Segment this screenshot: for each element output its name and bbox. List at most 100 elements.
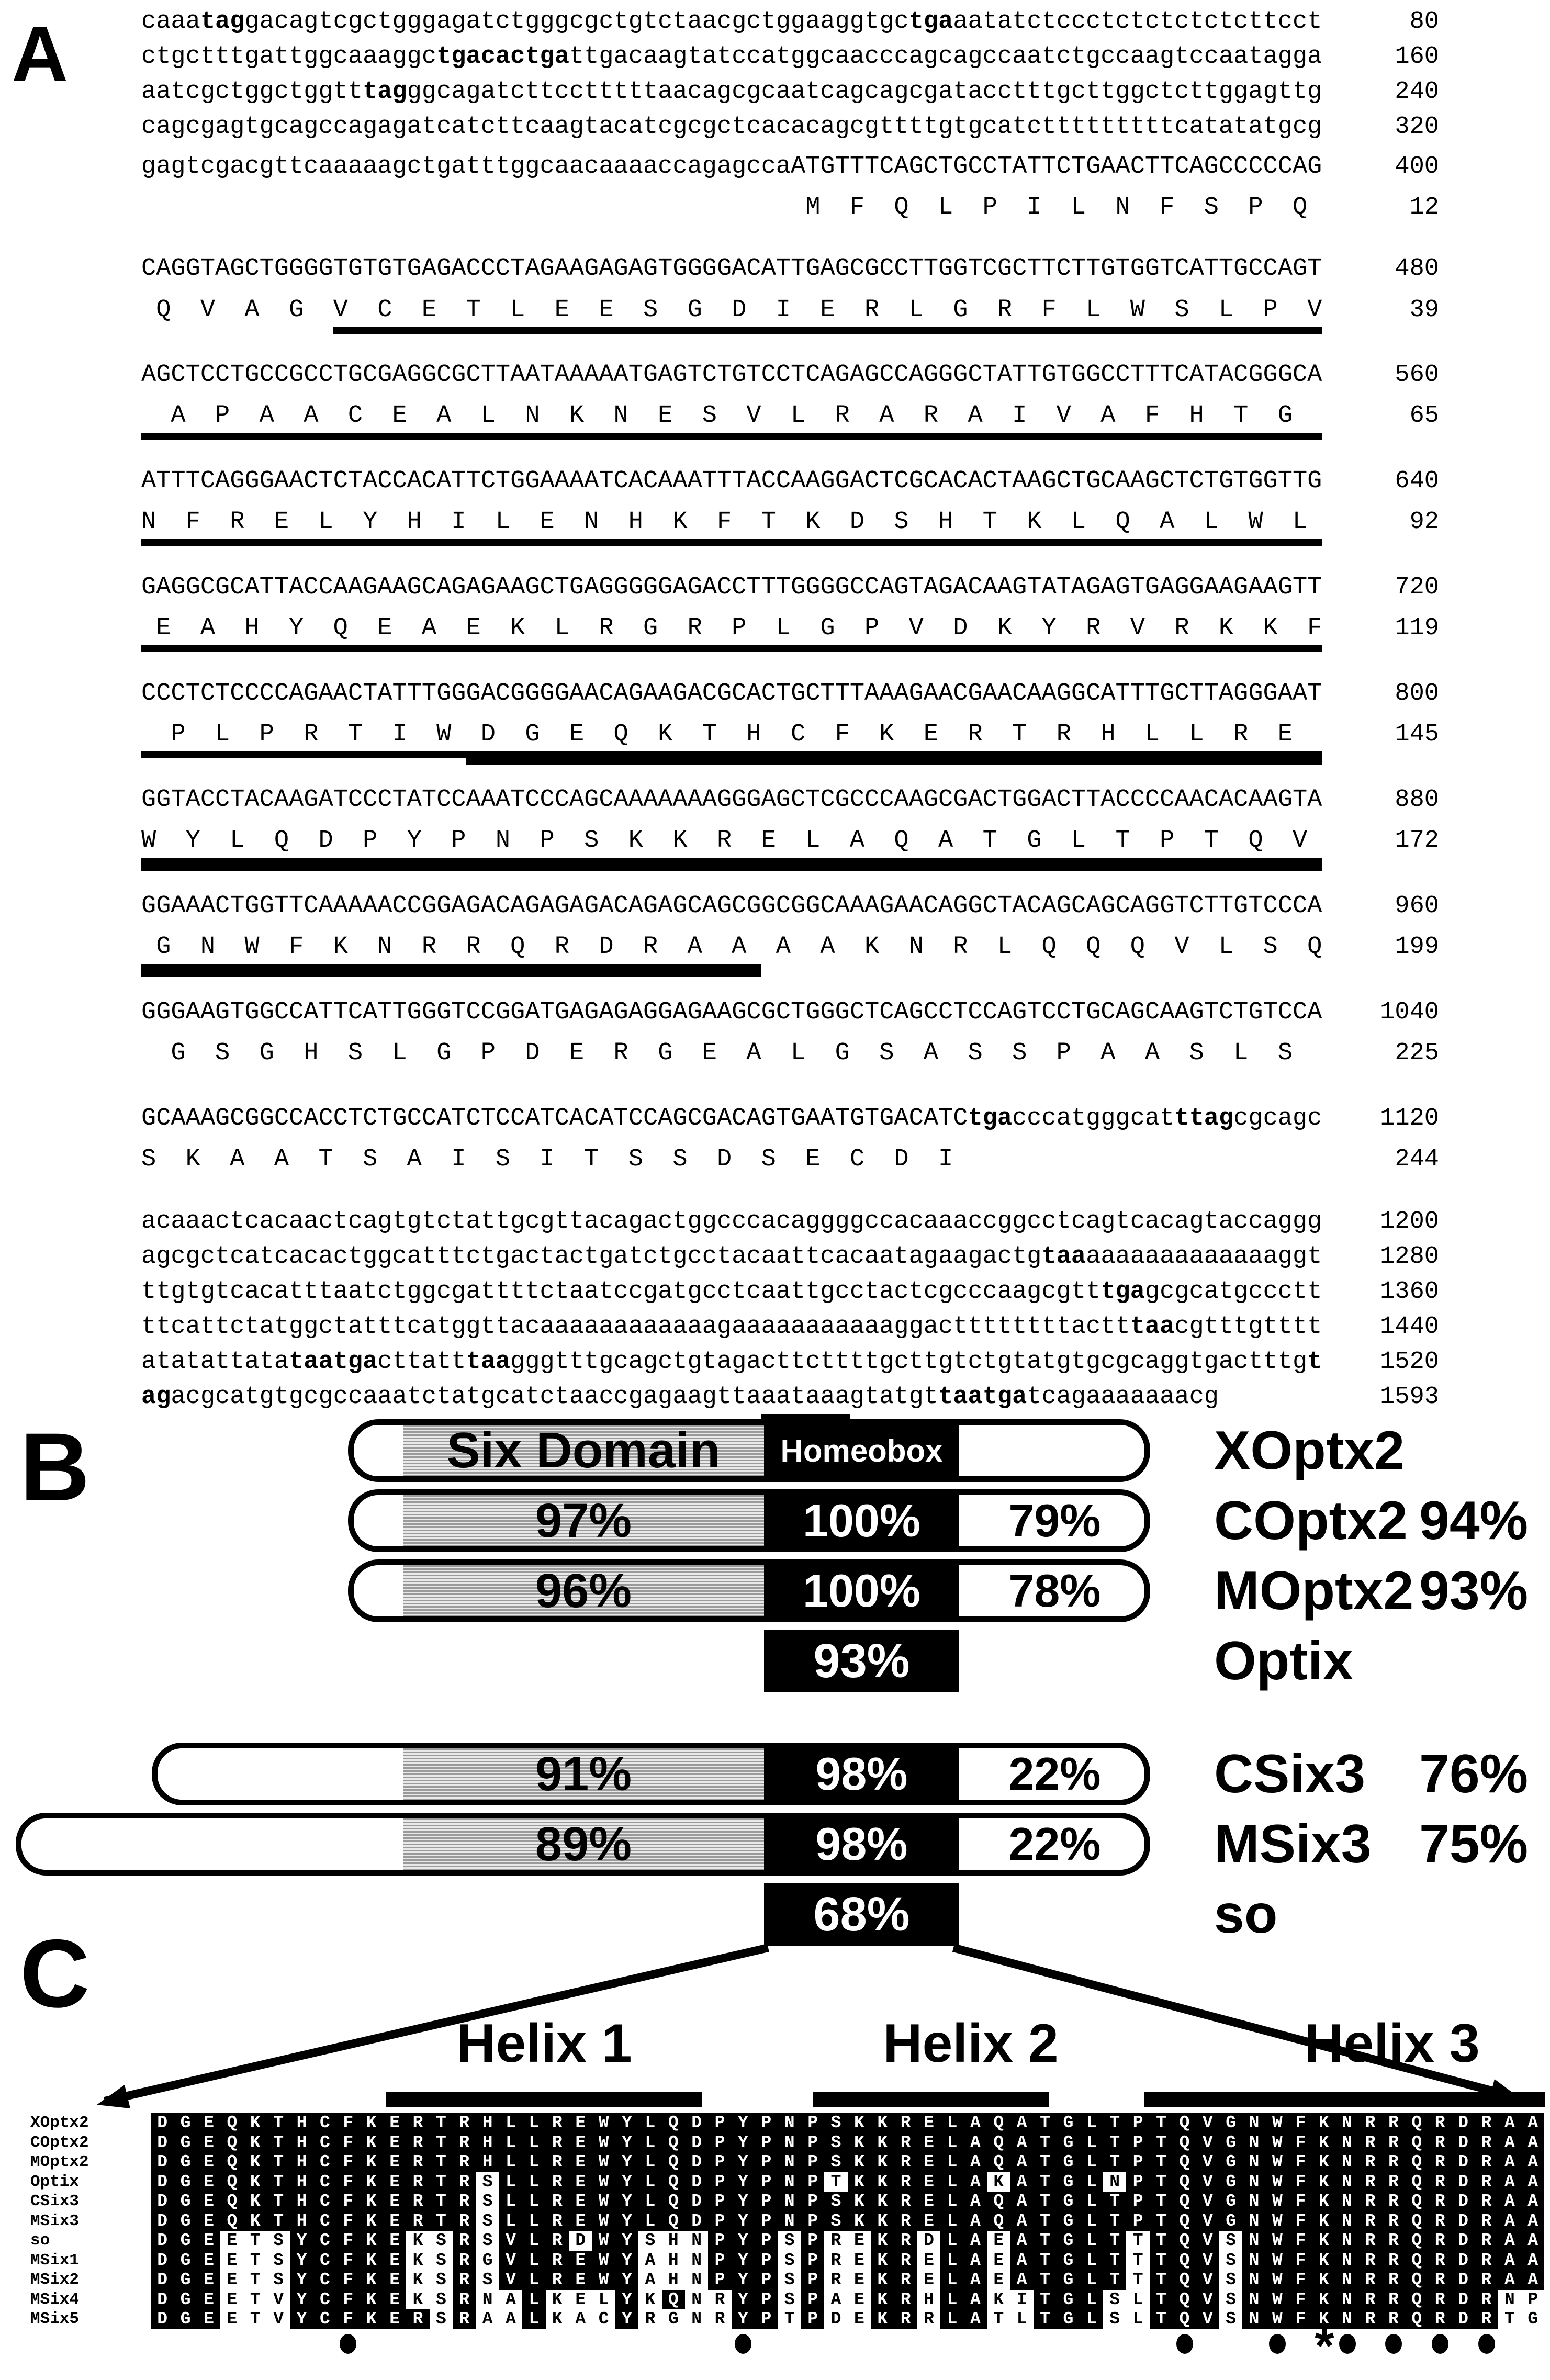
residue-cell: W bbox=[592, 2132, 615, 2152]
position-number: 225 bbox=[1395, 1039, 1439, 1067]
residue-cell: S bbox=[638, 2231, 662, 2251]
residue-cell: P bbox=[801, 2192, 825, 2211]
residue-cell: S bbox=[824, 2192, 848, 2211]
residue-cell: E bbox=[847, 2309, 871, 2329]
residue-cell: T bbox=[266, 2192, 290, 2211]
sequence-segment: A P A A C E A L N K N E S V L R A R A I … bbox=[141, 402, 1322, 440]
residue-cell: T bbox=[243, 2309, 267, 2329]
residue-cell: R bbox=[894, 2289, 917, 2309]
residue-cell: D bbox=[1451, 2309, 1475, 2329]
sequence-segment: GGAAACTGGTTCAAAAACCGGAGACAGAGAGACAGAGCAG… bbox=[141, 892, 1322, 920]
residue-cell: Q bbox=[1405, 2113, 1429, 2133]
residue-cell: K bbox=[847, 2172, 871, 2192]
residue-cell: L bbox=[522, 2132, 546, 2152]
residue-cell: G bbox=[174, 2250, 197, 2270]
residue-cell: V bbox=[1196, 2113, 1219, 2133]
sequence-segment: cagcgagtgcagccagagatcatcttcaagtacatcgcgc… bbox=[141, 113, 1322, 141]
residue-cell: R bbox=[1428, 2192, 1452, 2211]
residue-cell: V bbox=[266, 2289, 290, 2309]
position-number: 92 bbox=[1409, 508, 1439, 536]
residue-cell: V bbox=[499, 2231, 523, 2251]
residue-cell: K bbox=[1312, 2172, 1335, 2192]
residue-cell: R bbox=[453, 2211, 476, 2231]
residue-cell: D bbox=[151, 2309, 174, 2329]
sequence-segment: gacagtcgctgggagatctgggcgctgtctaacgctggaa… bbox=[244, 8, 909, 36]
conserved-residue-dot bbox=[735, 2334, 752, 2354]
residue-cell: P bbox=[1126, 2172, 1150, 2192]
residue-cell: E bbox=[569, 2250, 592, 2270]
residue-cell: Y bbox=[615, 2250, 639, 2270]
residue-cell: R bbox=[453, 2192, 476, 2211]
residue-cell: R bbox=[1381, 2152, 1406, 2172]
residue-cell: T bbox=[266, 2113, 290, 2133]
residue-cell: Q bbox=[1173, 2250, 1196, 2270]
residue-cell: R bbox=[1381, 2309, 1406, 2329]
residue-cell: R bbox=[1358, 2231, 1382, 2251]
residue-cell: K bbox=[871, 2250, 894, 2270]
residue-cell: E bbox=[197, 2250, 221, 2270]
residue-cell: L bbox=[499, 2192, 523, 2211]
residue-cell: R bbox=[894, 2172, 917, 2192]
residue-cell: N bbox=[684, 2289, 709, 2309]
position-number: 720 bbox=[1395, 574, 1439, 601]
residue-cell: T bbox=[1103, 2192, 1127, 2211]
residue-cell: L bbox=[1126, 2289, 1150, 2309]
residue-cell: R bbox=[1475, 2250, 1498, 2270]
residue-cell: R bbox=[545, 2270, 569, 2290]
residue-cell: E bbox=[383, 2250, 407, 2270]
position-number: 119 bbox=[1395, 614, 1439, 642]
residue-cell: H bbox=[476, 2132, 499, 2152]
residue-cell: L bbox=[522, 2270, 546, 2290]
residue-cell: S bbox=[429, 2289, 453, 2309]
residue-cell: N bbox=[1242, 2113, 1266, 2133]
residue-cell: R bbox=[1428, 2172, 1452, 2192]
residue-cell: N bbox=[1498, 2289, 1522, 2309]
residue-cell: E bbox=[917, 2211, 941, 2231]
sequence-segment: cgcagc bbox=[1233, 1105, 1322, 1132]
residue-cell: A bbox=[569, 2309, 592, 2329]
residue-cell: Y bbox=[731, 2250, 755, 2270]
alignment-row-label-MSix2: MSix2 bbox=[30, 2271, 80, 2289]
residue-cell: Q bbox=[1173, 2211, 1196, 2231]
aminoacid-line-12: M F Q L P I L N F S P Q bbox=[141, 194, 1307, 222]
conserved-residue-dot bbox=[1478, 2334, 1495, 2354]
residue-cell: R bbox=[545, 2172, 569, 2192]
residue-cell: R bbox=[1358, 2152, 1382, 2172]
gene-name-so: so bbox=[1214, 1884, 1278, 1945]
residue-cell: D bbox=[1451, 2270, 1475, 2290]
gene-name-COptx2: COptx2 bbox=[1214, 1490, 1408, 1551]
position-number: 480 bbox=[1395, 255, 1439, 283]
position-number: 199 bbox=[1395, 933, 1439, 961]
residue-cell: T bbox=[1149, 2132, 1173, 2152]
residue-cell: L bbox=[940, 2152, 964, 2172]
residue-cell: K bbox=[871, 2152, 894, 2172]
residue-cell: Q bbox=[220, 2211, 244, 2231]
residue-cell: R bbox=[545, 2211, 569, 2231]
residue-cell: A bbox=[963, 2211, 987, 2231]
residue-cell: K bbox=[360, 2132, 383, 2152]
sequence-segment: cccatgggcat bbox=[1012, 1105, 1175, 1132]
residue-cell: N bbox=[778, 2152, 801, 2172]
residue-cell: R bbox=[453, 2113, 476, 2133]
residue-cell: K bbox=[871, 2132, 894, 2152]
helix1-bar bbox=[386, 2092, 702, 2107]
overall-identity-COptx2: 94% bbox=[1419, 1490, 1529, 1551]
sequence-segment: tga bbox=[908, 8, 953, 36]
residue-cell: A bbox=[1521, 2192, 1545, 2211]
position-number: 39 bbox=[1409, 296, 1439, 324]
residue-cell: A bbox=[963, 2152, 987, 2172]
residue-cell: P bbox=[708, 2152, 732, 2172]
residue-cell: R bbox=[1475, 2309, 1498, 2329]
residue-cell: T bbox=[1149, 2309, 1173, 2329]
residue-cell: A bbox=[963, 2192, 987, 2211]
position-number: 145 bbox=[1395, 721, 1439, 748]
residue-cell: N bbox=[1335, 2132, 1359, 2152]
residue-cell: T bbox=[824, 2172, 848, 2192]
residue-cell: G bbox=[174, 2289, 197, 2309]
conserved-residue-dot bbox=[1385, 2334, 1402, 2354]
residue-cell: E bbox=[847, 2289, 871, 2309]
residue-cell: S bbox=[824, 2152, 848, 2172]
residue-cell: R bbox=[1428, 2270, 1452, 2290]
residue-cell: F bbox=[1289, 2270, 1312, 2290]
sequence-segment: tgacactga bbox=[436, 43, 569, 71]
